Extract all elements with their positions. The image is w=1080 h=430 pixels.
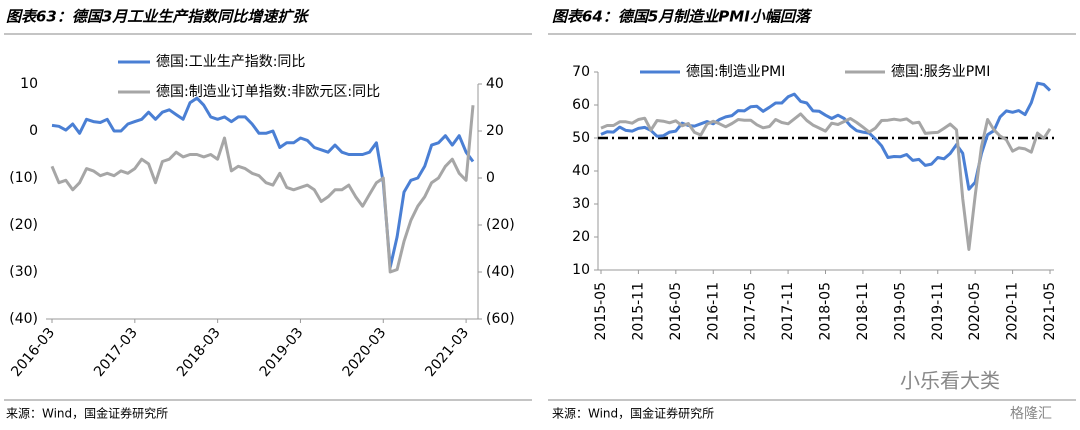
x-tick-label: 2017-11 <box>780 282 796 341</box>
y-tick-label: (30) <box>9 264 38 280</box>
y-tick-label: 10 <box>572 262 590 278</box>
x-tick-label: 2017-05 <box>743 282 759 341</box>
x-tick-label: 2016-11 <box>705 282 721 341</box>
y-tick-label: 20 <box>572 229 590 245</box>
series-line <box>600 112 1052 251</box>
y-tick-label: 0 <box>29 123 38 139</box>
y-tick-label: 70 <box>572 64 590 80</box>
x-tick-label: 2019-05 <box>892 282 908 341</box>
watermark: 格隆汇 <box>1010 406 1052 422</box>
y2-tick-label: 0 <box>486 170 495 186</box>
y-tick-label: 40 <box>572 163 590 179</box>
y-tick-label: 60 <box>572 97 590 113</box>
x-tick-label: 2016-05 <box>668 282 684 341</box>
chart-title: 图表63：德国3月工业生产指数同比增速扩张 <box>6 8 310 26</box>
x-tick-label: 2017-03 <box>91 325 141 380</box>
x-tick-label: 2015-05 <box>593 282 609 341</box>
series-line <box>51 96 475 269</box>
y-tick-label: 30 <box>572 196 590 212</box>
x-tick-label: 2020-05 <box>967 282 983 341</box>
x-tick-label: 2018-11 <box>855 282 871 341</box>
chart-title: 图表64：德国5月制造业PMI小幅回落 <box>552 8 813 26</box>
x-tick-label: 2019-03 <box>257 325 307 380</box>
x-tick-label: 2021-05 <box>1042 282 1058 341</box>
y-tick-label: 50 <box>572 130 590 146</box>
legend-label: 德国:制造业PMI <box>686 64 785 80</box>
x-tick-label: 2020-11 <box>1005 282 1021 341</box>
x-tick-label: 2018-05 <box>818 282 834 341</box>
y2-tick-label: 40 <box>486 76 504 92</box>
y2-tick-label: (40) <box>486 264 515 280</box>
legend-label: 德国:工业生产指数:同比 <box>156 54 305 70</box>
y-tick-label: (10) <box>9 170 38 186</box>
source: 来源：Wind，国金证券研究所 <box>6 406 168 421</box>
x-tick-label: 2015-11 <box>630 282 646 341</box>
series-line <box>600 81 1052 191</box>
y-tick-label: 10 <box>20 76 38 92</box>
y-tick-label: (20) <box>9 217 38 233</box>
x-tick-label: 2016-03 <box>8 325 58 380</box>
x-tick-label: 2018-03 <box>174 325 224 380</box>
x-tick-label: 2021-03 <box>422 325 472 380</box>
y2-tick-label: 20 <box>486 123 504 139</box>
source: 来源：Wind，国金证券研究所 <box>552 406 714 421</box>
y2-tick-label: (20) <box>486 217 515 233</box>
y2-tick-label: (60) <box>486 311 515 327</box>
x-tick-label: 2020-03 <box>340 325 390 380</box>
legend-label: 德国:制造业订单指数:非欧元区:同比 <box>156 84 380 100</box>
x-tick-label: 2019-11 <box>930 282 946 341</box>
y-tick-label: (40) <box>9 311 38 327</box>
series-line <box>50 105 475 274</box>
watermark: 小乐看大类 <box>900 369 1000 393</box>
legend-label: 德国:服务业PMI <box>891 64 990 80</box>
